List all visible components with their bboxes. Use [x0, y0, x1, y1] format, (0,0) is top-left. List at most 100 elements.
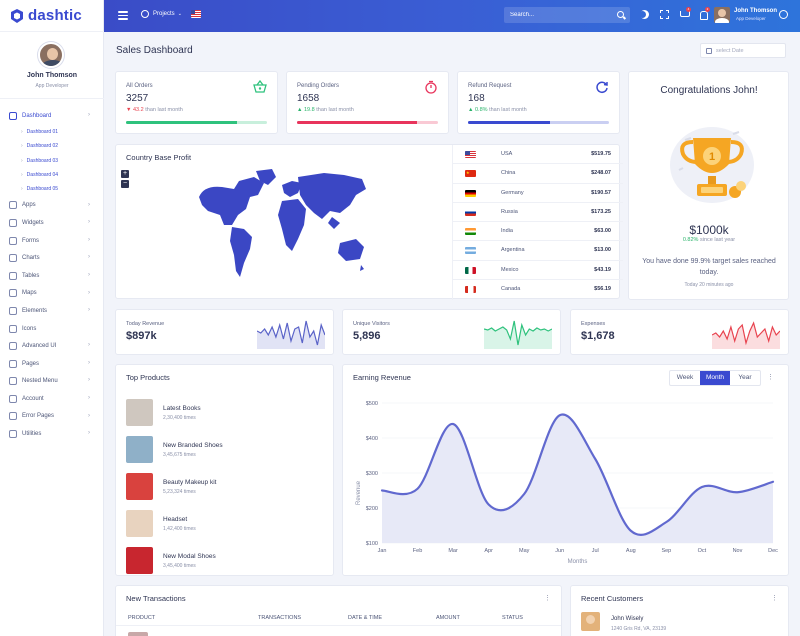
search-input[interactable]: [510, 7, 610, 23]
customers-more-icon[interactable]: ⋮: [771, 595, 778, 602]
chevron-right-icon: ›: [88, 112, 90, 118]
sidebar-subitem-dashboard-3[interactable]: Dashboard 03: [0, 153, 104, 167]
table-divider: [116, 625, 561, 626]
product-item[interactable]: Headset 1,42,400 times: [126, 510, 326, 538]
sidebar-item-error-pages[interactable]: Error Pages ›: [0, 408, 104, 426]
error-icon: [9, 412, 17, 421]
product-item[interactable]: Latest Books 2,30,400 times: [126, 399, 326, 427]
sidebar-item-label: Elements: [22, 307, 48, 314]
user-avatar[interactable]: [714, 7, 730, 23]
sidebar-item-label: Charts: [22, 255, 40, 262]
sidebar-item-dashboard[interactable]: Dashboard ›: [0, 107, 104, 125]
sidebar-item-label: Forms: [22, 237, 39, 244]
product-item[interactable]: New Branded Shoes 3,45,675 times: [126, 436, 326, 464]
period-tab-week[interactable]: Week: [676, 374, 694, 381]
sidebar-item-forms[interactable]: Forms ›: [0, 232, 104, 250]
language-flag-icon[interactable]: [191, 10, 201, 18]
transaction-thumb: [128, 632, 148, 636]
congrats-change-suffix: since last year: [699, 237, 736, 243]
stat-title: Refund Request: [468, 83, 512, 89]
country-row[interactable]: Germany $190.57: [453, 184, 623, 203]
table-header: STATUS: [502, 615, 523, 621]
x-tick-label: Jul: [592, 548, 599, 554]
progress-fill: [468, 121, 550, 124]
menu-toggle-icon[interactable]: [118, 11, 128, 20]
x-tick-label: Nov: [733, 548, 743, 554]
period-tab-year[interactable]: Year: [738, 374, 752, 381]
sidebar-item-icons[interactable]: Icons: [0, 320, 104, 338]
table-header: DATE & TIME: [348, 615, 383, 621]
transactions-more-icon[interactable]: ⋮: [544, 595, 551, 602]
date-picker[interactable]: [700, 43, 786, 58]
top-products-title: Top Products: [126, 373, 170, 382]
congrats-title: Congratulations John!: [660, 85, 758, 96]
sidebar-subitem-dashboard-2[interactable]: Dashboard 02: [0, 139, 104, 153]
zoom-in-button[interactable]: +: [121, 170, 129, 178]
product-image: [126, 510, 153, 537]
country-row[interactable]: ★ China $248.07: [453, 164, 623, 184]
product-item[interactable]: Beauty Makeup kit 5,23,324 times: [126, 473, 326, 501]
country-row[interactable]: India $63.00: [453, 222, 623, 242]
sidebar-item-nested-menu[interactable]: Nested Menu ›: [0, 372, 104, 390]
world-map[interactable]: [194, 167, 369, 287]
sidebar-item-maps[interactable]: Maps ›: [0, 285, 104, 303]
stat-card: All Orders 3257 ▼ 43.2 than last month: [115, 71, 278, 134]
sidebar-subitem-dashboard-5[interactable]: Dashboard 05: [0, 182, 104, 196]
dark-mode-icon[interactable]: [640, 10, 649, 19]
chevron-down-icon: ⌄: [177, 11, 182, 17]
progress-bar: [126, 121, 267, 124]
country-row[interactable]: Russia $173.25: [453, 203, 623, 223]
sidebar-item-charts[interactable]: Charts ›: [0, 249, 104, 267]
sidebar-item-label: Apps: [22, 202, 36, 209]
progress-bar: [468, 121, 609, 124]
country-row[interactable]: USA $519.75: [453, 145, 623, 165]
product-name: Latest Books: [163, 405, 201, 412]
sidebar-subitem-dashboard-1[interactable]: Dashboard 01: [0, 125, 104, 139]
sidebar-item-tables[interactable]: Tables ›: [0, 267, 104, 285]
projects-label: Projects: [153, 11, 175, 17]
country-profit-card: Country Base Profit + − USA $519.75 ★ China…: [115, 144, 623, 300]
profile-avatar[interactable]: [38, 42, 64, 68]
sidebar-item-account[interactable]: Account ›: [0, 390, 104, 408]
earning-revenue-card: Earning Revenue Week Month Year ⋮ $100 $200…: [342, 364, 789, 576]
settings-gear-icon[interactable]: [779, 10, 788, 19]
congrats-change-value: 0.82%: [682, 237, 699, 243]
country-value: $13.00: [594, 247, 611, 254]
logo[interactable]: dashtic: [0, 0, 104, 32]
arrow-up-icon: ▲: [297, 107, 304, 113]
sidebar-item-utilities[interactable]: Utilities ›: [0, 425, 104, 443]
product-item[interactable]: New Modal Shoes 3,45,400 times: [126, 547, 326, 575]
fullscreen-icon[interactable]: [660, 10, 669, 19]
stat-change-value: 43.2: [132, 107, 144, 113]
period-tab-month[interactable]: Month: [700, 371, 730, 385]
sidebar-subitem-dashboard-4[interactable]: Dashboard 04: [0, 168, 104, 182]
date-input[interactable]: [716, 44, 782, 57]
forms-icon: [9, 236, 17, 245]
sidebar-item-pages[interactable]: Pages ›: [0, 355, 104, 373]
sidebar-item-widgets[interactable]: Widgets ›: [0, 214, 104, 232]
sidebar-item-advanced-ui[interactable]: Advanced UI ›: [0, 337, 104, 355]
country-row[interactable]: Argentina $13.00: [453, 241, 623, 261]
earning-more-icon[interactable]: ⋮: [767, 374, 774, 381]
country-value: $173.25: [591, 208, 611, 215]
flag-ar-icon: [465, 247, 476, 255]
zoom-out-button[interactable]: −: [121, 180, 129, 188]
cart-icon[interactable]: 4: [680, 7, 691, 19]
country-row[interactable]: Mexico $43.19: [453, 261, 623, 281]
product-name: New Branded Shoes: [163, 442, 223, 449]
notification-icon[interactable]: 2: [699, 7, 710, 20]
top-header: Projects ⌄ 4 2 John Thomson App Develope…: [104, 0, 800, 32]
projects-dropdown[interactable]: Projects ⌄: [141, 10, 182, 18]
country-row[interactable]: Canada $56.19: [453, 280, 623, 299]
flag-in-icon: [465, 228, 476, 236]
customer-name[interactable]: John Wisely: [611, 616, 644, 622]
x-tick-label: Feb: [413, 548, 422, 554]
sidebar-item-apps[interactable]: Apps ›: [0, 197, 104, 215]
search-icon[interactable]: [617, 11, 624, 18]
table-header: PRODUCT: [128, 615, 156, 621]
header-user-name[interactable]: John Thomson: [734, 8, 777, 14]
x-tick-label: Jun: [555, 548, 564, 554]
stat-card: Refund Request 168 ▲ 0.8% than last month: [457, 71, 620, 134]
sidebar-item-elements[interactable]: Elements ›: [0, 302, 104, 320]
